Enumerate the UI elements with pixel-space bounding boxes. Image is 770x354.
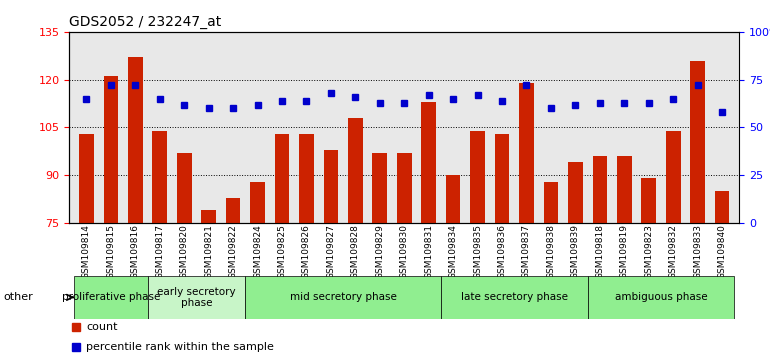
Bar bbox=[275, 134, 290, 223]
Text: GSM109824: GSM109824 bbox=[253, 224, 262, 279]
Bar bbox=[441, 276, 588, 319]
Text: GSM109831: GSM109831 bbox=[424, 224, 434, 279]
Text: GSM109821: GSM109821 bbox=[204, 224, 213, 279]
Bar bbox=[348, 118, 363, 223]
Text: GSM109834: GSM109834 bbox=[449, 224, 457, 279]
Bar bbox=[690, 61, 705, 223]
Bar bbox=[299, 134, 314, 223]
Text: GSM109825: GSM109825 bbox=[277, 224, 286, 279]
Bar bbox=[494, 134, 510, 223]
Text: GSM109838: GSM109838 bbox=[547, 224, 555, 279]
Text: percentile rank within the sample: percentile rank within the sample bbox=[86, 342, 274, 352]
Bar bbox=[148, 276, 246, 319]
Text: GSM109819: GSM109819 bbox=[620, 224, 629, 279]
Bar bbox=[226, 198, 240, 223]
Bar bbox=[617, 156, 631, 223]
Text: GSM109817: GSM109817 bbox=[156, 224, 164, 279]
Bar bbox=[519, 83, 534, 223]
Text: GSM109836: GSM109836 bbox=[497, 224, 507, 279]
Bar bbox=[592, 156, 608, 223]
Bar bbox=[666, 131, 681, 223]
Text: GSM109837: GSM109837 bbox=[522, 224, 531, 279]
Text: GSM109835: GSM109835 bbox=[473, 224, 482, 279]
Bar bbox=[373, 153, 387, 223]
Bar bbox=[201, 210, 216, 223]
Text: GSM109839: GSM109839 bbox=[571, 224, 580, 279]
Text: late secretory phase: late secretory phase bbox=[460, 292, 567, 302]
Text: GSM109826: GSM109826 bbox=[302, 224, 311, 279]
Text: GDS2052 / 232247_at: GDS2052 / 232247_at bbox=[69, 16, 222, 29]
Text: GSM109829: GSM109829 bbox=[375, 224, 384, 279]
Text: GSM109832: GSM109832 bbox=[668, 224, 678, 279]
Bar bbox=[421, 102, 436, 223]
Text: GSM109815: GSM109815 bbox=[106, 224, 115, 279]
Text: count: count bbox=[86, 322, 118, 332]
Text: GSM109820: GSM109820 bbox=[179, 224, 189, 279]
Text: GSM109833: GSM109833 bbox=[693, 224, 702, 279]
Bar bbox=[323, 150, 338, 223]
Bar bbox=[397, 153, 412, 223]
Bar bbox=[79, 134, 94, 223]
Text: GSM109816: GSM109816 bbox=[131, 224, 140, 279]
Text: GSM109818: GSM109818 bbox=[595, 224, 604, 279]
Bar bbox=[246, 276, 441, 319]
Bar bbox=[588, 276, 735, 319]
Text: GSM109830: GSM109830 bbox=[400, 224, 409, 279]
Text: GSM109814: GSM109814 bbox=[82, 224, 91, 279]
Bar bbox=[446, 175, 460, 223]
Bar bbox=[74, 276, 148, 319]
Text: GSM109823: GSM109823 bbox=[644, 224, 653, 279]
Text: other: other bbox=[4, 292, 34, 302]
Text: ambiguous phase: ambiguous phase bbox=[614, 292, 708, 302]
Bar bbox=[544, 182, 558, 223]
Text: GSM109827: GSM109827 bbox=[326, 224, 336, 279]
Bar bbox=[250, 182, 265, 223]
Bar bbox=[177, 153, 192, 223]
Text: early secretory
phase: early secretory phase bbox=[157, 286, 236, 308]
Bar bbox=[715, 191, 729, 223]
Bar bbox=[128, 57, 142, 223]
Bar bbox=[470, 131, 485, 223]
Text: proliferative phase: proliferative phase bbox=[62, 292, 160, 302]
Bar bbox=[103, 76, 119, 223]
Text: mid secretory phase: mid secretory phase bbox=[290, 292, 397, 302]
Text: GSM109828: GSM109828 bbox=[351, 224, 360, 279]
Text: GSM109840: GSM109840 bbox=[718, 224, 727, 279]
Text: GSM109822: GSM109822 bbox=[229, 224, 238, 279]
Bar bbox=[568, 162, 583, 223]
Bar bbox=[641, 178, 656, 223]
Bar bbox=[152, 131, 167, 223]
